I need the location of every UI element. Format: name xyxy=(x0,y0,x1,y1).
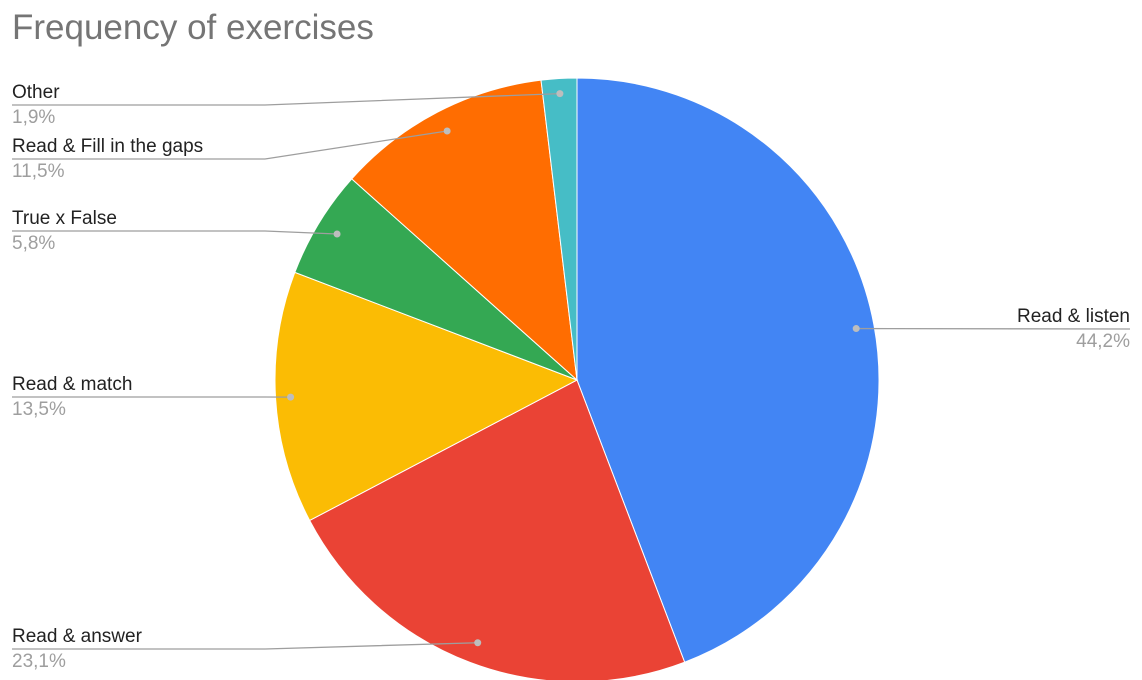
slice-label-true-x-false: True x False xyxy=(12,208,117,229)
slice-value-read-and-fill-in-the-gaps: 11,5% xyxy=(12,161,65,182)
slice-label-read-and-match: Read & match xyxy=(12,374,132,395)
leader-line-true-x-false xyxy=(12,230,338,235)
slice-value-true-x-false: 5,8% xyxy=(12,233,55,254)
pie-slice-read-and-answer xyxy=(308,379,686,680)
leader-line-other xyxy=(12,92,560,106)
leader-dot-read-and-listen xyxy=(852,325,860,333)
pie-slice-read-and-listen xyxy=(576,77,880,663)
slice-value-read-and-match: 13,5% xyxy=(12,399,66,420)
slice-label-read-and-fill-in-the-gaps: Read & Fill in the gaps xyxy=(12,136,203,157)
pie-slice-read-and-fill-in-the-gaps xyxy=(351,79,578,382)
slice-value-other: 1,9% xyxy=(12,107,55,128)
leader-line-read-and-fill-in-the-gaps xyxy=(12,130,448,160)
leader-line-read-and-answer xyxy=(12,642,478,650)
leader-dot-true-x-false xyxy=(333,230,341,238)
slice-label-read-and-listen: Read & listen xyxy=(1017,306,1130,327)
leader-dot-read-and-answer xyxy=(474,639,482,647)
chart-title: Frequency of exercises xyxy=(12,8,374,47)
leader-dot-read-and-fill-in-the-gaps xyxy=(443,127,451,135)
leader-dot-read-and-match xyxy=(287,393,295,401)
slice-label-read-and-answer: Read & answer xyxy=(12,626,143,647)
slice-value-read-and-listen: 44,2% xyxy=(1076,331,1130,352)
slice-label-other: Other xyxy=(12,82,60,103)
pie-slice-read-and-match xyxy=(274,271,579,522)
leader-dot-other xyxy=(556,90,564,98)
pie-slice-other xyxy=(540,77,578,381)
slice-value-read-and-answer: 23,1% xyxy=(12,651,66,672)
